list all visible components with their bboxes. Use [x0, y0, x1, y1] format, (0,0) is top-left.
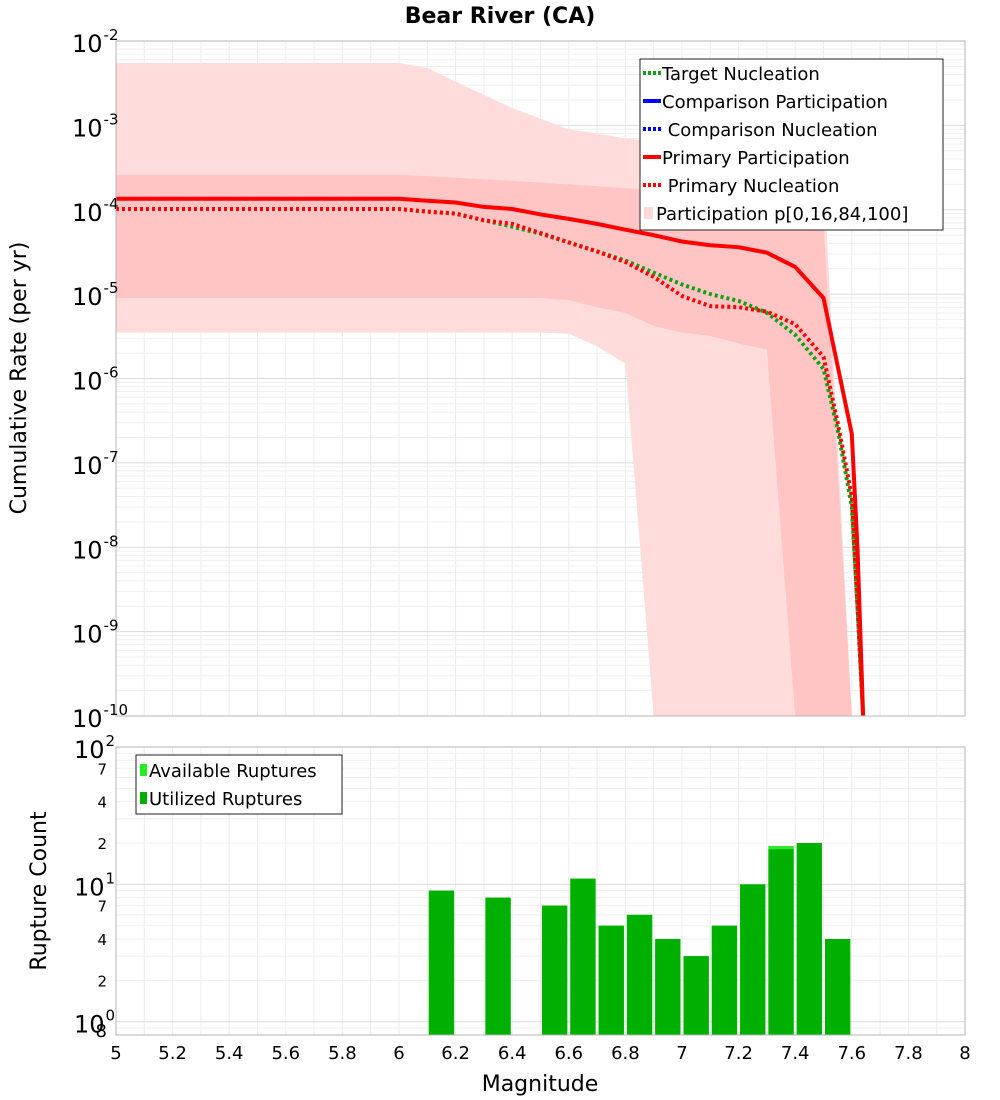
top-plot-frame — [115, 40, 966, 717]
legend-label: Comparison Participation — [662, 92, 888, 113]
bar-utilized-ruptures — [570, 878, 596, 1035]
bottom-legend: Available Ruptures Utilized Ruptures — [135, 754, 343, 815]
bar-utilized-ruptures — [768, 849, 794, 1035]
top-legend-box — [639, 58, 944, 231]
bottom-y-tick-label-minor: 7 — [97, 898, 107, 916]
top-y-tick-label: 10-3 — [72, 110, 119, 142]
bottom-legend-box — [135, 754, 343, 815]
bottom-y-axis-label: Rupture Count — [27, 811, 52, 971]
x-axis-label: Magnitude — [482, 1072, 599, 1097]
series-primary-participation — [116, 196, 866, 717]
series-primary-nucleation — [116, 207, 866, 717]
x-tick-label: 6.2 — [441, 1043, 470, 1064]
x-tick-label: 5 — [110, 1043, 121, 1064]
legend-label: Comparison Nucleation — [662, 120, 878, 141]
legend-swatch-bar — [140, 764, 147, 776]
bottom-y-tick-label-minor: 2 — [97, 972, 107, 990]
legend-label: Available Ruptures — [149, 761, 317, 782]
bottom-y-tick-label-minor: 8 — [96, 1021, 107, 1042]
top-plot-series — [116, 196, 866, 717]
bottom-plot-frame — [115, 746, 966, 1036]
x-tick-label: 5.4 — [215, 1043, 244, 1064]
x-tick-label: 6.4 — [498, 1043, 527, 1064]
x-tick-label: 6 — [393, 1043, 404, 1064]
bottom-y-tick-label-minor: 4 — [97, 794, 107, 812]
top-y-tick-label: 10-7 — [72, 448, 119, 480]
x-tick-label: 8 — [959, 1043, 970, 1064]
top-y-tick-label: 10-5 — [72, 279, 119, 311]
x-tick-labels: 5 5.2 5.4 5.6 5.8 6 6.2 6.4 6.6 6.8 7 7.2 7.4 7.6 7.8 8 — [110, 1043, 970, 1064]
legend-label: Primary Participation — [662, 148, 850, 169]
bar-utilized-ruptures — [711, 925, 738, 1035]
top-y-tick-label: 10-10 — [72, 701, 128, 733]
bar-utilized-ruptures — [740, 884, 766, 1035]
bottom-y-tick-label-minor: 4 — [97, 931, 107, 949]
top-y-tick-label: 10-4 — [72, 195, 119, 227]
top-y-tick-label: 10-6 — [72, 364, 119, 396]
top-y-tick-label: 10-9 — [72, 617, 119, 649]
top-y-tick-labels: 10-2 10-3 10-4 10-5 10-6 10-7 10-8 10-9 10-10 — [72, 26, 128, 733]
bar-utilized-ruptures — [796, 843, 822, 1035]
top-y-axis-label: Cumulative Rate (per yr) — [7, 242, 32, 515]
bar-utilized-ruptures — [683, 956, 709, 1035]
legend-swatch-fill — [644, 207, 653, 219]
x-tick-label: 5.8 — [328, 1043, 357, 1064]
bar-utilized-ruptures — [825, 939, 851, 1035]
top-y-tick-label: 10-2 — [72, 26, 119, 58]
x-tick-label: 6.8 — [611, 1043, 640, 1064]
bottom-y-tick-label-minor: 7 — [97, 760, 107, 778]
bottom-plot: 102 101 100 7 4 2 7 4 2 8 5 5.2 5.4 5.6 5.8 6 6.2 6.4 6.6… — [27, 732, 971, 1097]
bottom-y-tick-labels: 102 101 100 7 4 2 7 4 2 8 — [74, 732, 115, 1042]
top-y-tick-label: 10-8 — [72, 532, 119, 564]
x-tick-label: 6.6 — [554, 1043, 583, 1064]
bar-utilized-ruptures — [655, 939, 681, 1035]
chart-title: Bear River (CA) — [405, 4, 596, 29]
legend-swatch-bar — [140, 792, 147, 804]
legend-label: Target Nucleation — [661, 64, 820, 85]
bar-utilized-ruptures — [485, 897, 511, 1035]
bottom-y-tick-label-major: 100 — [74, 1007, 115, 1039]
legend-label: Primary Nucleation — [662, 176, 839, 197]
x-tick-label: 7.4 — [781, 1043, 810, 1064]
x-tick-label: 7.6 — [837, 1043, 866, 1064]
legend-label: Utilized Ruptures — [149, 789, 302, 810]
top-legend: Target Nucleation Comparison Participatio… — [639, 58, 944, 231]
x-tick-label: 5.6 — [271, 1043, 300, 1064]
bar-utilized-ruptures — [542, 905, 568, 1035]
band-p16-p84 — [116, 174, 881, 716]
x-tick-label: 7.2 — [724, 1043, 753, 1064]
x-tick-label: 7.8 — [894, 1043, 923, 1064]
bar-utilized-ruptures — [598, 925, 624, 1035]
top-plot: 10-2 10-3 10-4 10-5 10-6 10-7 10-8 10-9 10-10 Cu… — [7, 26, 966, 733]
bottom-plot-bars — [428, 843, 851, 1035]
bottom-y-tick-label-major: 101 — [74, 869, 115, 901]
bar-utilized-ruptures — [626, 914, 653, 1035]
bottom-y-tick-label-major: 102 — [74, 732, 115, 764]
x-tick-label: 5.2 — [158, 1043, 187, 1064]
bar-utilized-ruptures — [428, 890, 455, 1035]
legend-label: Participation p[0,16,84,100] — [656, 204, 908, 225]
bottom-y-tick-label-minor: 2 — [97, 835, 107, 853]
x-tick-label: 7 — [676, 1043, 687, 1064]
